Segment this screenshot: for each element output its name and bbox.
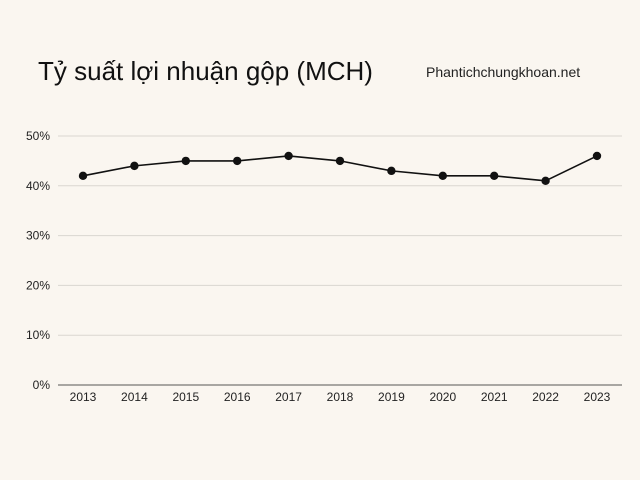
x-tick-label: 2023 [584, 390, 611, 404]
data-point [592, 151, 602, 161]
y-tick-label: 0% [33, 378, 51, 392]
x-tick-label: 2022 [532, 390, 559, 404]
x-tick-label: 2014 [121, 390, 148, 404]
y-tick-label: 30% [26, 229, 50, 243]
grid-lines [58, 135, 622, 336]
x-tick-label: 2021 [481, 390, 508, 404]
data-point [335, 156, 345, 166]
watermark-text: Phantichchungkhoan.net [426, 64, 581, 80]
x-tick-label: 2018 [327, 390, 354, 404]
x-tick-label: 2016 [224, 390, 251, 404]
y-tick-label: 10% [26, 328, 50, 342]
y-tick-label: 50% [26, 129, 50, 143]
chart-title: Tỷ suất lợi nhuận gộp (MCH) [38, 56, 373, 86]
data-point [233, 156, 242, 166]
series-layer [78, 151, 602, 186]
x-tick-label: 2013 [70, 390, 97, 404]
data-point [284, 151, 293, 161]
data-point [438, 171, 447, 181]
x-tick-labels: 2013 2014 2015 2016 2017 2018 2019 2020 2021 2022… [70, 390, 611, 404]
data-point [490, 171, 499, 181]
y-tick-labels: 0% 10% 20% 30% 40% 50% [26, 129, 50, 392]
x-tick-label: 2017 [275, 390, 302, 404]
y-tick-label: 40% [26, 179, 50, 193]
y-tick-label: 20% [26, 278, 50, 292]
data-point [130, 161, 139, 171]
x-tick-label: 2015 [172, 390, 199, 404]
x-tick-label: 2020 [429, 390, 456, 404]
data-point [387, 166, 396, 176]
data-point [78, 171, 88, 181]
data-point [181, 156, 190, 166]
x-tick-label: 2019 [378, 390, 405, 404]
data-point [541, 176, 550, 186]
